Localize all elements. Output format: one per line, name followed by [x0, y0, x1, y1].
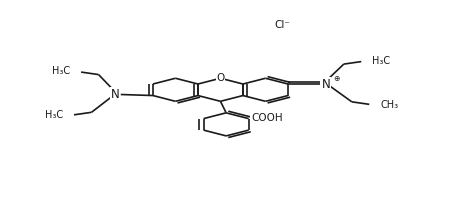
Text: H₃C: H₃C: [45, 110, 63, 120]
Text: ⊕: ⊕: [333, 74, 339, 84]
Text: H₃C: H₃C: [372, 55, 390, 66]
Text: CH₃: CH₃: [380, 100, 398, 110]
Text: H₃C: H₃C: [52, 66, 70, 76]
Text: N: N: [111, 88, 119, 101]
Text: O: O: [216, 73, 225, 83]
Text: N: N: [321, 77, 330, 91]
Text: COOH: COOH: [251, 113, 283, 123]
Text: Cl⁻: Cl⁻: [274, 20, 290, 30]
